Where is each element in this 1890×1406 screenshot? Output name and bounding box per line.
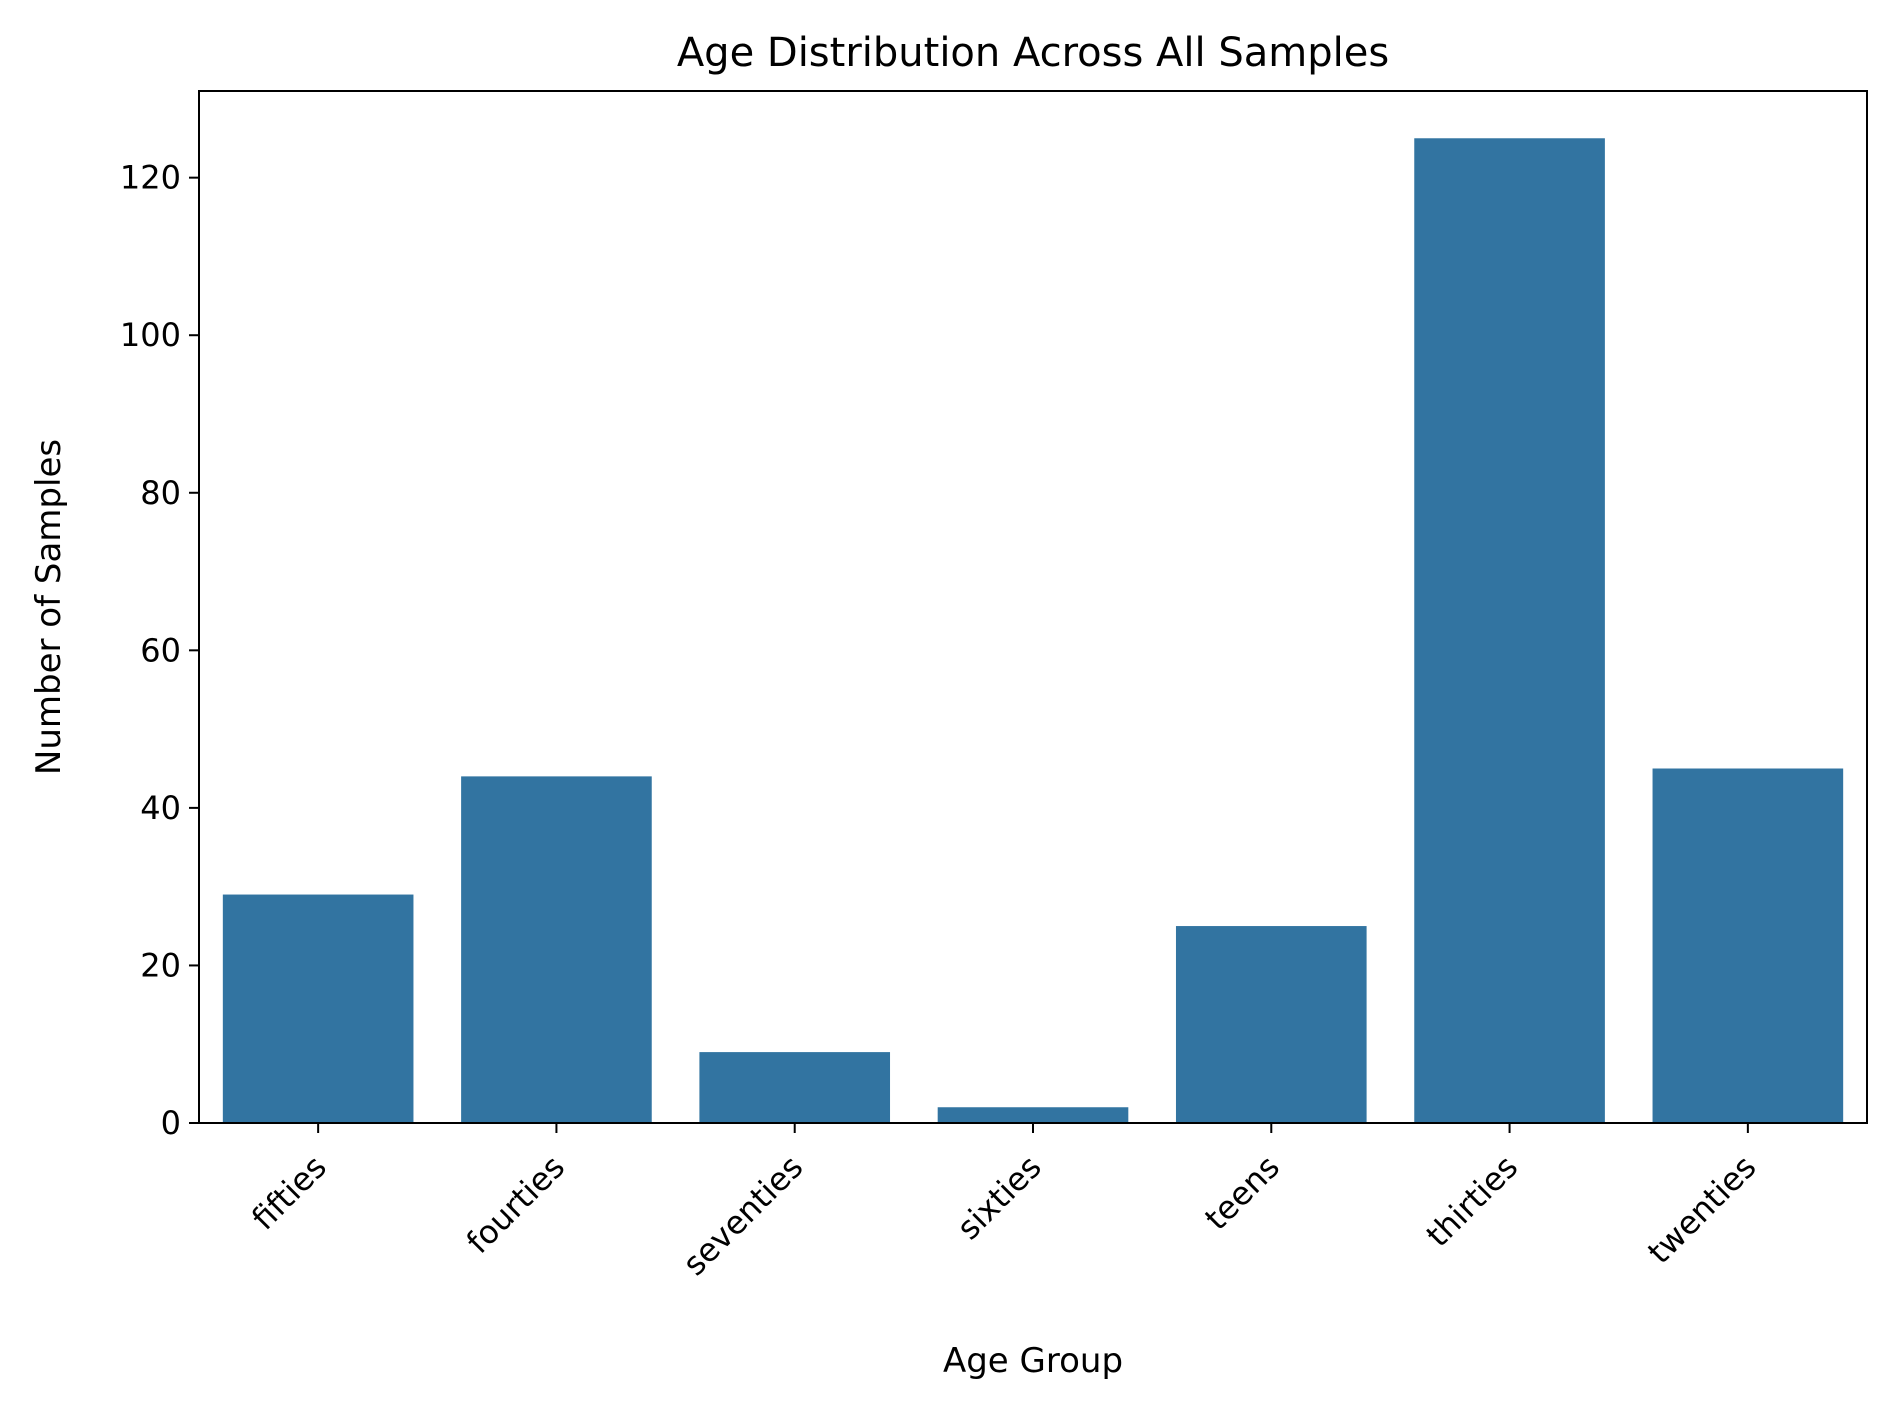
x-tick-label: fourties <box>459 1148 572 1261</box>
bar-sixties <box>937 1107 1129 1123</box>
x-tick-label: fifties <box>244 1148 334 1238</box>
y-tick-label: 120 <box>120 159 181 197</box>
y-tick-label: 40 <box>140 789 181 827</box>
x-tick-label: twenties <box>1640 1148 1763 1271</box>
x-tick-label: thirties <box>1419 1148 1526 1255</box>
x-tick-label: sixties <box>949 1148 1048 1247</box>
y-tick-label: 20 <box>140 946 181 984</box>
y-tick-label: 100 <box>120 316 181 354</box>
y-axis-label: Number of Samples <box>29 439 69 775</box>
chart-title: Age Distribution Across All Samples <box>677 30 1389 76</box>
bar-fourties <box>461 776 652 1123</box>
bar-teens <box>1175 926 1367 1123</box>
bar-fifties <box>222 894 414 1123</box>
bar-twenties <box>1652 768 1844 1123</box>
x-tick-label: seventies <box>675 1148 810 1283</box>
y-tick-label: 60 <box>140 631 181 669</box>
x-tick-label: teens <box>1197 1148 1287 1238</box>
y-tick-label: 80 <box>140 474 181 512</box>
bar-seventies <box>699 1052 891 1123</box>
bar-thirties <box>1414 138 1605 1123</box>
x-axis-ticks: fifties fourties seventies sixties teens thir… <box>244 1123 1764 1283</box>
bars-group <box>222 138 1844 1123</box>
x-axis-label: Age Group <box>943 1341 1123 1381</box>
plot-frame <box>198 90 1868 1124</box>
y-axis-ticks: 0 20 40 60 80 100 120 <box>120 159 199 1142</box>
y-tick-label: 0 <box>161 1104 181 1142</box>
